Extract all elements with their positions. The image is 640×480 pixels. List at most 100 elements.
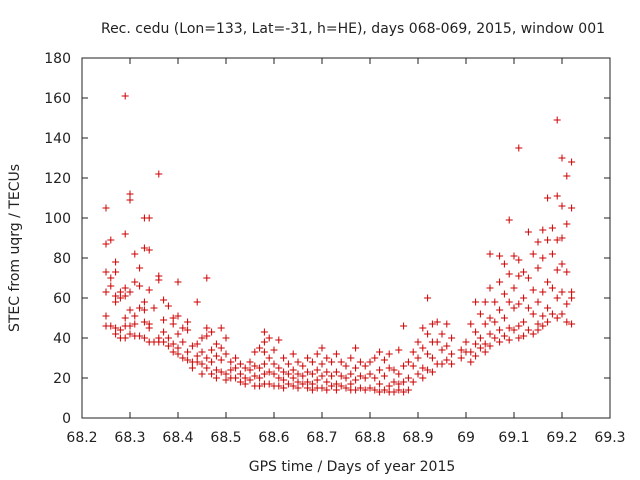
data-point: [323, 386, 331, 394]
data-point: [112, 292, 120, 300]
data-point: [361, 362, 369, 370]
data-point: [553, 314, 561, 322]
data-point: [280, 376, 288, 384]
data-point: [265, 354, 273, 362]
data-point: [251, 348, 259, 356]
data-point: [404, 358, 412, 366]
data-point: [107, 236, 115, 244]
y-axis-ticks: 0 20 40 60 80 100 120 140 160 180: [44, 51, 610, 427]
data-point: [179, 338, 187, 346]
x-tick-label: 69.3: [594, 430, 625, 446]
data-point: [131, 312, 139, 320]
data-point: [529, 310, 537, 318]
data-point: [260, 328, 268, 336]
data-point: [332, 380, 340, 388]
data-point: [236, 360, 244, 368]
data-point: [323, 354, 331, 362]
data-point: [198, 370, 206, 378]
data-point: [505, 298, 513, 306]
data-point: [275, 336, 283, 344]
data-point: [481, 320, 489, 328]
data-point: [270, 370, 278, 378]
data-point: [347, 354, 355, 362]
data-point: [169, 348, 177, 356]
data-point: [280, 384, 288, 392]
data-point: [126, 330, 134, 338]
data-point: [275, 364, 283, 372]
data-point: [337, 382, 345, 390]
data-point: [174, 330, 182, 338]
data-point: [491, 318, 499, 326]
data-point: [246, 366, 254, 374]
data-point: [395, 386, 403, 394]
data-point: [481, 340, 489, 348]
data-point: [457, 354, 465, 362]
data-point: [164, 342, 172, 350]
data-point: [395, 380, 403, 388]
data-point: [568, 204, 576, 212]
data-point: [251, 362, 259, 370]
plot-frame: [81, 57, 611, 419]
data-point: [568, 320, 576, 328]
data-point: [121, 292, 129, 300]
data-point: [112, 330, 120, 338]
data-point: [428, 320, 436, 328]
data-point: [217, 356, 225, 364]
data-point: [515, 322, 523, 330]
data-point: [121, 230, 129, 238]
data-point: [558, 260, 566, 268]
data-point: [500, 290, 508, 298]
data-point: [304, 378, 312, 386]
data-point: [116, 294, 124, 302]
data-point: [553, 116, 561, 124]
data-point: [548, 224, 556, 232]
data-point: [241, 364, 249, 372]
data-point: [193, 352, 201, 360]
data-point: [256, 364, 264, 372]
data-point: [294, 358, 302, 366]
data-point: [136, 332, 144, 340]
data-point: [308, 370, 316, 378]
data-point: [164, 302, 172, 310]
data-point: [486, 342, 494, 350]
data-point: [323, 378, 331, 386]
data-point: [352, 386, 360, 394]
data-point: [145, 214, 153, 222]
data-point: [246, 358, 254, 366]
data-point: [294, 370, 302, 378]
data-point: [328, 358, 336, 366]
data-point: [486, 250, 494, 258]
data-point: [553, 192, 561, 200]
data-point: [150, 304, 158, 312]
data-point: [515, 334, 523, 342]
data-point: [448, 334, 456, 342]
data-point: [409, 378, 417, 386]
data-point: [500, 260, 508, 268]
data-point: [160, 316, 168, 324]
x-tick-label: 69.1: [498, 430, 529, 446]
data-point: [208, 346, 216, 354]
data-point: [510, 304, 518, 312]
data-point: [443, 320, 451, 328]
data-point: [443, 356, 451, 364]
data-point: [342, 384, 350, 392]
y-tick-label: 20: [53, 371, 71, 387]
data-point: [313, 350, 321, 358]
y-tick-label: 180: [44, 51, 71, 67]
data-point: [457, 346, 465, 354]
data-point: [515, 272, 523, 280]
data-point: [390, 378, 398, 386]
x-tick-label: 69: [457, 430, 475, 446]
y-tick-label: 100: [44, 211, 71, 227]
y-tick-label: 40: [53, 331, 71, 347]
data-point: [424, 350, 432, 358]
data-point: [510, 284, 518, 292]
y-tick-label: 140: [44, 131, 71, 147]
data-point: [121, 314, 129, 322]
data-point: [395, 370, 403, 378]
data-point: [448, 350, 456, 358]
data-point: [481, 298, 489, 306]
data-point: [433, 338, 441, 346]
data-point: [371, 386, 379, 394]
data-point: [212, 366, 220, 374]
